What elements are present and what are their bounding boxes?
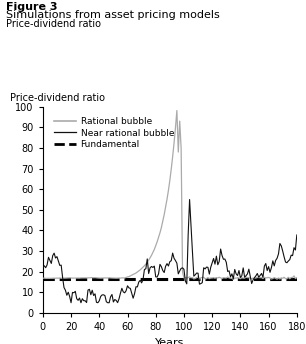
Text: Figure 3: Figure 3 xyxy=(6,2,58,12)
Legend: Rational bubble, Near rational bubble, Fundamental: Rational bubble, Near rational bubble, F… xyxy=(50,113,178,153)
Text: Price-dividend ratio: Price-dividend ratio xyxy=(6,19,101,29)
Text: Price-dividend ratio: Price-dividend ratio xyxy=(10,93,105,103)
X-axis label: Years: Years xyxy=(155,337,185,344)
Text: Simulations from asset pricing models: Simulations from asset pricing models xyxy=(6,10,220,20)
